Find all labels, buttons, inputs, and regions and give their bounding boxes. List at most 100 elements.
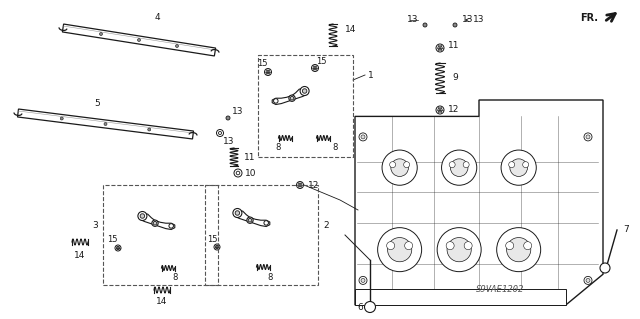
Circle shape bbox=[289, 95, 295, 101]
Text: 4: 4 bbox=[154, 13, 160, 23]
Text: 15: 15 bbox=[107, 235, 117, 244]
Circle shape bbox=[290, 96, 294, 100]
Circle shape bbox=[390, 162, 396, 168]
Text: 14: 14 bbox=[156, 298, 168, 307]
Circle shape bbox=[524, 242, 532, 250]
Circle shape bbox=[507, 238, 531, 262]
Circle shape bbox=[510, 159, 527, 176]
Text: 6: 6 bbox=[357, 303, 363, 313]
Circle shape bbox=[302, 89, 307, 93]
Circle shape bbox=[140, 214, 145, 218]
Circle shape bbox=[586, 278, 590, 282]
Polygon shape bbox=[139, 213, 175, 229]
Circle shape bbox=[273, 99, 278, 103]
Bar bbox=[258, 55, 353, 157]
Text: 11: 11 bbox=[448, 41, 460, 50]
Circle shape bbox=[233, 209, 242, 218]
Circle shape bbox=[501, 150, 536, 185]
Circle shape bbox=[463, 162, 469, 168]
Circle shape bbox=[600, 263, 610, 273]
Circle shape bbox=[152, 220, 158, 226]
Bar bbox=[205, 185, 318, 285]
Circle shape bbox=[436, 44, 444, 52]
Circle shape bbox=[438, 46, 442, 50]
Circle shape bbox=[138, 211, 147, 220]
Bar bbox=[355, 289, 566, 305]
Text: 13: 13 bbox=[223, 137, 234, 145]
Text: 8: 8 bbox=[268, 272, 273, 281]
Polygon shape bbox=[17, 109, 193, 139]
Text: 12: 12 bbox=[308, 181, 319, 189]
Circle shape bbox=[226, 116, 230, 120]
Circle shape bbox=[234, 169, 242, 177]
Text: 11: 11 bbox=[244, 152, 255, 161]
Circle shape bbox=[359, 276, 367, 285]
Circle shape bbox=[509, 162, 515, 168]
Circle shape bbox=[388, 238, 412, 262]
Text: 14: 14 bbox=[345, 26, 356, 34]
Circle shape bbox=[138, 39, 141, 41]
Circle shape bbox=[391, 159, 408, 176]
Circle shape bbox=[464, 242, 472, 250]
Circle shape bbox=[584, 133, 592, 141]
Circle shape bbox=[116, 246, 120, 250]
Circle shape bbox=[447, 238, 471, 262]
Text: 5: 5 bbox=[94, 99, 100, 108]
Circle shape bbox=[153, 221, 157, 225]
Circle shape bbox=[264, 69, 271, 76]
Circle shape bbox=[361, 135, 365, 139]
Circle shape bbox=[404, 242, 413, 250]
Circle shape bbox=[218, 131, 221, 135]
Circle shape bbox=[436, 106, 444, 114]
Text: 14: 14 bbox=[74, 250, 86, 259]
Circle shape bbox=[300, 86, 309, 95]
Circle shape bbox=[437, 228, 481, 272]
Text: S9VAE1202: S9VAE1202 bbox=[476, 286, 524, 294]
Text: 13: 13 bbox=[232, 108, 243, 116]
Circle shape bbox=[453, 23, 457, 27]
Circle shape bbox=[169, 224, 173, 228]
Circle shape bbox=[586, 135, 590, 139]
Circle shape bbox=[236, 171, 240, 175]
Circle shape bbox=[115, 245, 121, 251]
Circle shape bbox=[148, 128, 151, 131]
Circle shape bbox=[387, 242, 395, 250]
Circle shape bbox=[312, 64, 319, 71]
Circle shape bbox=[451, 159, 468, 176]
Circle shape bbox=[584, 276, 592, 285]
Text: 10: 10 bbox=[245, 168, 257, 177]
Text: 8: 8 bbox=[332, 143, 338, 152]
Bar bbox=[103, 185, 218, 285]
Text: 13: 13 bbox=[473, 16, 484, 25]
Circle shape bbox=[404, 162, 410, 168]
Text: 8: 8 bbox=[172, 273, 178, 283]
Circle shape bbox=[264, 221, 268, 225]
Circle shape bbox=[506, 242, 514, 250]
Text: 15: 15 bbox=[257, 58, 268, 68]
Circle shape bbox=[438, 108, 442, 112]
Circle shape bbox=[523, 162, 529, 168]
Text: 2: 2 bbox=[323, 220, 328, 229]
Text: 12: 12 bbox=[448, 106, 460, 115]
Circle shape bbox=[361, 278, 365, 282]
Circle shape bbox=[175, 44, 179, 48]
Circle shape bbox=[497, 228, 541, 272]
Polygon shape bbox=[272, 88, 308, 105]
Polygon shape bbox=[62, 24, 216, 56]
Circle shape bbox=[423, 23, 427, 27]
Circle shape bbox=[449, 162, 455, 168]
Circle shape bbox=[446, 242, 454, 250]
Circle shape bbox=[442, 150, 477, 185]
Circle shape bbox=[247, 217, 253, 223]
Text: 3: 3 bbox=[92, 220, 98, 229]
Text: 15: 15 bbox=[316, 56, 326, 65]
Text: 8: 8 bbox=[275, 143, 281, 152]
Polygon shape bbox=[355, 100, 603, 305]
Circle shape bbox=[313, 66, 317, 70]
Circle shape bbox=[216, 130, 223, 137]
Circle shape bbox=[235, 211, 239, 215]
Circle shape bbox=[296, 182, 303, 189]
Circle shape bbox=[60, 117, 63, 120]
Circle shape bbox=[359, 133, 367, 141]
Text: 15: 15 bbox=[207, 234, 217, 243]
